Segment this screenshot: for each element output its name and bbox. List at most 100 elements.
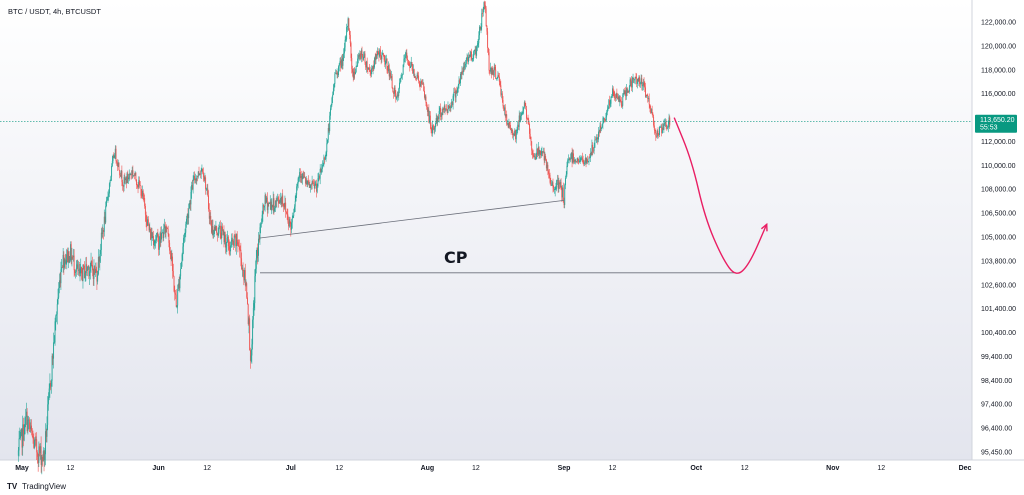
candle-body <box>213 226 215 234</box>
candle-body <box>64 259 66 264</box>
projection-curve[interactable] <box>673 117 768 274</box>
tradingview-logo[interactable]: TV TradingView <box>7 482 66 491</box>
candle-body <box>47 396 49 405</box>
candle-body <box>211 220 212 233</box>
price-tick-label: 118,000.00 <box>981 67 1016 74</box>
candle-body <box>302 173 304 178</box>
candle-body <box>208 195 209 210</box>
candle-body <box>244 270 245 281</box>
candle-body <box>644 85 646 88</box>
candle-body <box>197 176 198 177</box>
candle-body <box>565 178 566 186</box>
candle-body <box>612 88 614 92</box>
candle-body <box>557 180 559 189</box>
candle-body <box>169 250 171 254</box>
candle-body <box>147 219 149 225</box>
candle-body <box>623 93 625 95</box>
candle-body <box>628 86 630 92</box>
candle-body <box>512 134 514 135</box>
candle-body <box>172 256 174 271</box>
candle-body <box>260 223 262 225</box>
candle-body <box>194 175 196 180</box>
candle-body <box>138 180 140 187</box>
current-price-badge: 113,650.20 55:53 <box>975 114 1017 133</box>
time-axis[interactable]: May 12 Jun 12 Jul 12 Aug 12 Sep 12 Oct 12 Nov 12 Dec <box>15 465 971 472</box>
candle-body <box>534 156 536 158</box>
candle-body <box>135 172 137 180</box>
candle-body <box>479 26 481 30</box>
candle-body <box>275 200 277 202</box>
candle-body <box>83 265 85 279</box>
candle-body <box>566 165 568 175</box>
symbol-header[interactable]: BTC / USDT, 4h, BTCUSDT <box>8 7 101 16</box>
candle-body <box>147 219 149 226</box>
candle-body <box>482 9 484 14</box>
candle-body <box>323 157 325 165</box>
candle-body <box>285 202 287 212</box>
candle-body <box>469 54 471 57</box>
candle-body <box>651 109 653 114</box>
candle-body <box>142 190 143 197</box>
candle-body <box>622 94 624 106</box>
time-tick-label: Jun <box>152 465 164 472</box>
candle-body <box>218 227 220 235</box>
candle-body <box>376 54 378 56</box>
candle-body <box>529 124 530 134</box>
candle-body <box>122 185 124 187</box>
candle-body <box>336 73 338 75</box>
candle-body <box>316 186 318 192</box>
candle-body <box>194 178 196 180</box>
candle-body <box>650 109 652 114</box>
candle-body <box>395 93 397 99</box>
candle-body <box>573 153 574 163</box>
candle-body <box>576 158 578 162</box>
candle-body <box>349 34 351 44</box>
candle-body <box>621 104 623 106</box>
candle-body <box>437 116 439 123</box>
candle-body <box>439 107 441 112</box>
candle-body <box>510 129 512 131</box>
candle-body <box>412 65 414 74</box>
candle-body <box>569 158 571 160</box>
candle-body <box>606 109 608 113</box>
candle-body <box>37 456 39 463</box>
candle-body <box>150 231 152 240</box>
candle-body <box>103 216 105 232</box>
candle-body <box>155 236 157 241</box>
candle-body <box>565 174 567 179</box>
candle-body <box>118 162 120 170</box>
candle-body <box>560 182 562 190</box>
candle-body <box>129 174 131 175</box>
candle-body <box>80 266 82 269</box>
candle-body <box>56 314 57 316</box>
candle-body <box>142 190 144 199</box>
candle-body <box>427 109 429 112</box>
candle-body <box>440 107 442 117</box>
price-axis[interactable]: 122,000.00 120,000.00 118,000.00 116,000.00… <box>981 20 1016 457</box>
cp-trendline[interactable] <box>259 200 565 239</box>
candle-body <box>362 54 364 60</box>
candle-body <box>40 446 42 465</box>
candle-body <box>526 109 527 119</box>
candle-body <box>150 229 151 240</box>
candle-body <box>271 205 273 208</box>
candle-body <box>78 269 79 271</box>
candle-body <box>617 97 619 100</box>
candle-body <box>365 61 367 68</box>
candle-body <box>318 175 320 179</box>
candle-body <box>416 74 418 79</box>
candle-body <box>271 205 273 211</box>
candle-body <box>540 153 542 156</box>
candle-body <box>89 271 91 277</box>
candle-body <box>58 287 60 298</box>
candle-body <box>645 87 646 98</box>
candle-body <box>465 63 467 66</box>
candle-body <box>296 186 298 195</box>
candle-body <box>234 235 236 237</box>
candle-body <box>655 130 657 137</box>
candle-body <box>553 187 555 190</box>
candle-body <box>518 115 520 127</box>
candle-body <box>437 116 439 120</box>
